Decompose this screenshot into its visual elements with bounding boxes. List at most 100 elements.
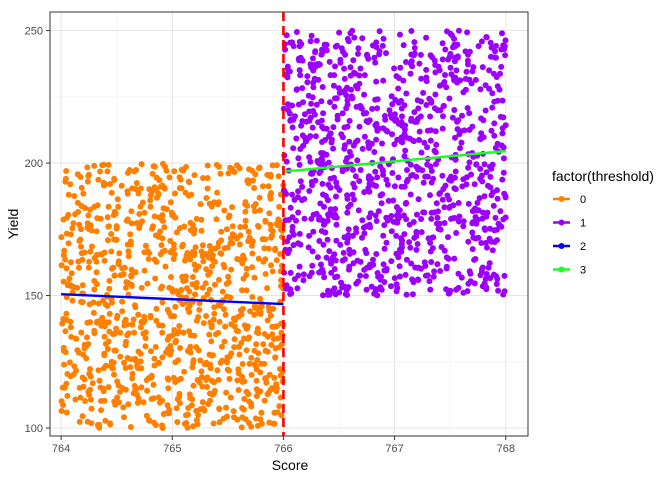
data-point (102, 417, 109, 424)
data-point (489, 104, 496, 111)
data-point (414, 264, 421, 271)
data-point (67, 259, 74, 266)
data-point (89, 243, 95, 250)
data-point (451, 255, 458, 262)
data-point (500, 291, 507, 298)
data-point (306, 188, 313, 194)
data-point (221, 207, 228, 214)
data-point (251, 274, 258, 281)
data-point (159, 217, 166, 224)
data-point (470, 64, 477, 71)
data-point (330, 145, 337, 152)
data-point (391, 275, 398, 282)
data-point (415, 196, 422, 203)
data-point (157, 228, 164, 235)
data-point (424, 127, 431, 134)
data-point (344, 235, 351, 242)
data-point (91, 330, 98, 337)
data-point (105, 319, 112, 326)
data-point (301, 111, 308, 118)
data-point (277, 372, 284, 379)
data-point (443, 263, 450, 270)
data-point (447, 30, 454, 37)
data-point (482, 239, 489, 246)
data-point (62, 349, 69, 356)
data-point (502, 214, 509, 221)
data-point (168, 332, 175, 339)
data-point (312, 64, 319, 70)
data-point (342, 51, 349, 58)
data-point (100, 297, 107, 304)
data-point (138, 384, 145, 391)
data-point (161, 184, 168, 191)
data-point (122, 316, 129, 323)
data-point (414, 241, 421, 247)
data-point (218, 228, 225, 235)
data-point (105, 237, 111, 244)
data-point (486, 260, 493, 267)
data-point (430, 175, 437, 182)
data-point (499, 30, 505, 37)
data-point (454, 54, 461, 61)
data-point (153, 174, 160, 181)
data-point (273, 220, 280, 227)
data-point (316, 214, 323, 221)
data-point (421, 209, 428, 216)
data-point (313, 37, 320, 44)
data-point (380, 261, 387, 268)
data-point (479, 178, 486, 185)
data-point (243, 265, 250, 272)
data-point (200, 320, 207, 327)
data-point (186, 346, 193, 353)
data-point (184, 250, 191, 256)
data-point (82, 398, 89, 404)
data-point (151, 163, 158, 170)
data-point (111, 398, 118, 405)
data-point (267, 221, 274, 228)
data-point (446, 54, 453, 60)
data-point (206, 351, 213, 358)
data-point (332, 43, 339, 50)
data-point (59, 320, 66, 327)
data-point (176, 390, 183, 397)
data-point (62, 328, 69, 335)
data-point (305, 244, 312, 251)
data-point (122, 284, 129, 291)
data-point (208, 324, 215, 331)
data-point (137, 203, 144, 210)
data-point (176, 323, 183, 329)
data-point (175, 291, 182, 298)
data-point (323, 47, 330, 54)
data-point (427, 137, 434, 144)
data-point (330, 124, 337, 131)
data-point (171, 168, 178, 175)
data-point (161, 224, 168, 231)
data-point (493, 226, 500, 233)
data-point (406, 135, 413, 142)
data-point (142, 242, 149, 249)
data-point (246, 360, 253, 367)
data-point (486, 67, 493, 74)
data-point (229, 165, 235, 172)
data-point (178, 166, 185, 173)
data-point (306, 273, 313, 280)
data-point (199, 383, 206, 390)
data-point (63, 265, 70, 272)
fit-line-3 (283, 149, 506, 173)
data-point (409, 276, 416, 283)
data-point (147, 197, 154, 204)
data-point (124, 188, 131, 195)
data-point (115, 261, 122, 267)
data-point (310, 84, 317, 91)
data-point (418, 75, 425, 82)
data-point (197, 201, 204, 208)
data-point (176, 328, 183, 335)
data-point (192, 291, 198, 298)
data-point (403, 256, 410, 263)
data-point (119, 308, 126, 315)
data-point (403, 216, 410, 223)
data-point (135, 395, 142, 402)
data-point (384, 181, 391, 188)
data-point (155, 360, 162, 367)
data-point (374, 127, 381, 134)
